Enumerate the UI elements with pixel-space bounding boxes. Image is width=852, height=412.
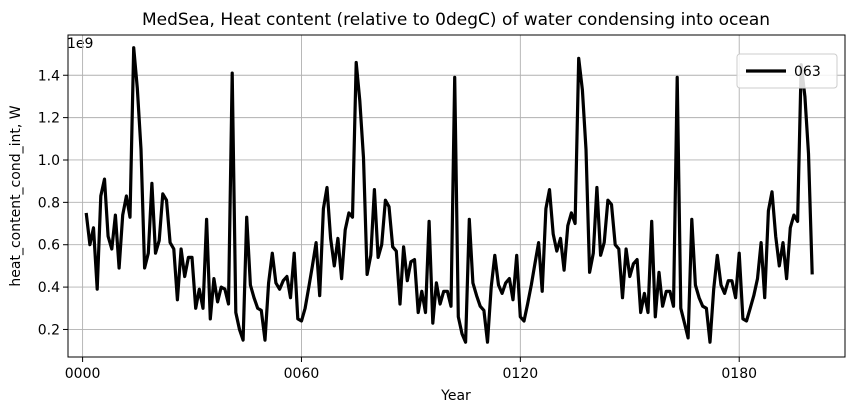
y-axis-label: heat_content_cond_int, W	[8, 105, 24, 286]
plot-frame	[67, 34, 846, 358]
y-tick-label: 1.2	[38, 111, 60, 127]
series-line-063	[84, 46, 814, 344]
chart-title: MedSea, Heat content (relative to 0degC)…	[142, 10, 770, 30]
x-tick-label: 0180	[721, 366, 757, 382]
y-tick-label: 0.8	[38, 195, 60, 211]
x-tick-label: 0000	[65, 366, 101, 382]
legend-box	[736, 53, 838, 89]
y-axis: 0.2 0.4 0.6 0.8 1.0 1.2 1.4	[38, 68, 68, 338]
legend: 063	[736, 53, 838, 89]
y-tick-label: 0.2	[38, 322, 60, 338]
x-axis: 0000 0060 0120 0180	[65, 357, 757, 382]
x-tick-label: 0120	[503, 366, 539, 382]
y-offset-text: 1e9	[67, 36, 93, 52]
y-tick-label: 0.4	[38, 280, 60, 296]
y-tick-label: 1.0	[38, 153, 60, 169]
x-axis-label: Year	[440, 388, 471, 404]
legend-entry-063: 063	[794, 64, 821, 80]
x-tick-label: 0060	[284, 366, 320, 382]
y-tick-label: 1.4	[38, 68, 60, 84]
y-tick-label: 0.6	[38, 238, 60, 254]
